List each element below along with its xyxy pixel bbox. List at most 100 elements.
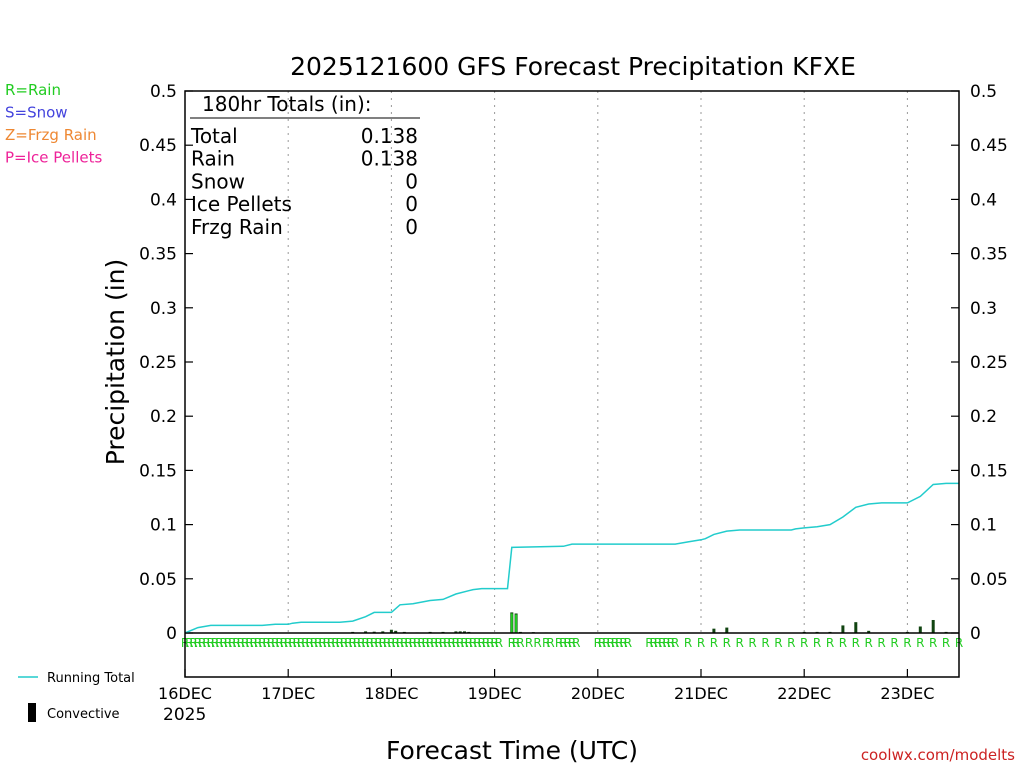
precip-type-label: R bbox=[366, 636, 374, 650]
legend-type-0: R=Rain bbox=[5, 81, 61, 99]
precip-type-label: R bbox=[533, 636, 541, 650]
legend-type-3: P=Ice Pellets bbox=[5, 149, 102, 167]
precip-type-label: R bbox=[374, 636, 382, 650]
precip-type-label: R bbox=[787, 636, 795, 650]
y-tick-label-right: 0.5 bbox=[970, 82, 997, 102]
precip-type-label: R bbox=[331, 636, 339, 650]
precip-type-label: R bbox=[396, 636, 404, 650]
precip-type-label: R bbox=[542, 636, 550, 650]
running-total-line bbox=[184, 482, 959, 634]
precip-type-label: R bbox=[323, 636, 331, 650]
precip-type-label: R bbox=[890, 636, 898, 650]
precip-type-label: R bbox=[439, 636, 447, 650]
precip-type-label: R bbox=[318, 636, 326, 650]
y-tick-label-right: 0 bbox=[970, 624, 981, 644]
precip-bar bbox=[364, 631, 368, 633]
precip-type-label: R bbox=[877, 636, 885, 650]
precip-type-label: R bbox=[525, 636, 533, 650]
precip-type-label: R bbox=[301, 636, 309, 650]
precip-type-label: R bbox=[460, 636, 468, 650]
precip-type-label: R bbox=[271, 636, 279, 650]
precip-type-label: R bbox=[710, 636, 718, 650]
precip-type-label: R bbox=[447, 636, 455, 650]
legend-type-1: S=Snow bbox=[5, 104, 68, 122]
credit-text: coolwx.com/modelts bbox=[861, 746, 1015, 764]
precip-type-label: R bbox=[344, 636, 352, 650]
x-tick-label-21DEC: 21DEC bbox=[674, 684, 728, 703]
totals-header: 180hr Totals (in): bbox=[202, 92, 372, 116]
precip-type-label: R bbox=[469, 636, 477, 650]
y-tick-label-left: 0.4 bbox=[150, 190, 177, 210]
legend-type-2: Z=Frzg Rain bbox=[5, 126, 97, 144]
precip-type-label: R bbox=[723, 636, 731, 650]
year-label: 2025 bbox=[163, 705, 206, 725]
precip-type-label: R bbox=[194, 636, 202, 650]
totals-row-label: Ice Pellets bbox=[191, 192, 292, 216]
precip-bar bbox=[725, 627, 729, 633]
totals-box: 180hr Totals (in): Total 0.138 Rain 0.138 Sn… bbox=[190, 92, 420, 239]
precip-type-label: R bbox=[280, 636, 288, 650]
convective-bar bbox=[510, 613, 513, 633]
precip-type-label: R bbox=[903, 636, 911, 650]
precip-type-label: R bbox=[495, 636, 503, 650]
precip-type-label: R bbox=[275, 636, 283, 650]
vertical-gridlines bbox=[287, 91, 908, 633]
precip-type-label: R bbox=[559, 636, 567, 650]
precip-type-label: R bbox=[774, 636, 782, 650]
precip-type-label: R bbox=[245, 636, 253, 650]
plot-frame bbox=[184, 90, 960, 678]
y-tick-label-left: 0.05 bbox=[139, 570, 177, 590]
y-tick-label-left: 0.2 bbox=[150, 407, 177, 427]
precip-type-label: R bbox=[215, 636, 223, 650]
x-tick-label-20DEC: 20DEC bbox=[571, 684, 625, 703]
precip-type-label: R bbox=[619, 636, 627, 650]
precip-type-label: R bbox=[465, 636, 473, 650]
precip-type-label: R bbox=[370, 636, 378, 650]
totals-row-label: Frzg Rain bbox=[191, 215, 283, 239]
precip-type-label: R bbox=[310, 636, 318, 650]
precip-type-label: R bbox=[258, 636, 266, 650]
precip-type-label: R bbox=[572, 636, 580, 650]
precip-type-label: R bbox=[826, 636, 834, 650]
precip-type-label: R bbox=[594, 636, 602, 650]
precip-type-label: R bbox=[813, 636, 821, 650]
precip-type-label: R bbox=[568, 636, 576, 650]
precip-type-label: R bbox=[336, 636, 344, 650]
precip-type-label: R bbox=[865, 636, 873, 650]
precip-type-label: R bbox=[327, 636, 335, 650]
totals-row-label: Total bbox=[190, 124, 238, 148]
precip-type-label: R bbox=[357, 636, 365, 650]
precip-type-label: R bbox=[237, 636, 245, 650]
precip-type-label: R bbox=[220, 636, 228, 650]
precip-bar bbox=[854, 622, 858, 633]
precip-type-label: R bbox=[224, 636, 232, 650]
y-tick-label-right: 0.35 bbox=[970, 245, 1008, 265]
precip-type-label: R bbox=[508, 636, 516, 650]
precip-type-label: R bbox=[482, 636, 490, 650]
precip-type-label: R bbox=[361, 636, 369, 650]
precip-type-label: R bbox=[684, 636, 692, 650]
precip-type-label: R bbox=[267, 636, 275, 650]
y-tick-label-left: 0.45 bbox=[139, 136, 177, 156]
totals-row-label: Snow bbox=[191, 169, 245, 193]
precip-type-label: R bbox=[228, 636, 236, 650]
y-tick-label-left: 0.1 bbox=[150, 516, 177, 536]
precip-type-label: R bbox=[185, 636, 193, 650]
y-axis-label: Precipitation (in) bbox=[101, 259, 130, 466]
precip-type-label: R bbox=[452, 636, 460, 650]
precip-type-label: R bbox=[241, 636, 249, 650]
x-tick-label-23DEC: 23DEC bbox=[880, 684, 934, 703]
precip-type-label: R bbox=[392, 636, 400, 650]
precip-type-label: R bbox=[650, 636, 658, 650]
precip-type-label: R bbox=[839, 636, 847, 650]
precip-type-label: R bbox=[624, 636, 632, 650]
precip-type-label: R bbox=[254, 636, 262, 650]
y-tick-label-left: 0 bbox=[166, 624, 177, 644]
totals-rows: Total 0.138 Rain 0.138 Snow 0 Ice Pellets 0 Frzg… bbox=[190, 124, 418, 239]
y-tick-label-left: 0.5 bbox=[150, 82, 177, 102]
precip-type-label: R bbox=[645, 636, 653, 650]
precip-type-label: R bbox=[250, 636, 258, 650]
x-tick-label-17DEC: 17DEC bbox=[261, 684, 315, 703]
precip-type-label: R bbox=[607, 636, 615, 650]
